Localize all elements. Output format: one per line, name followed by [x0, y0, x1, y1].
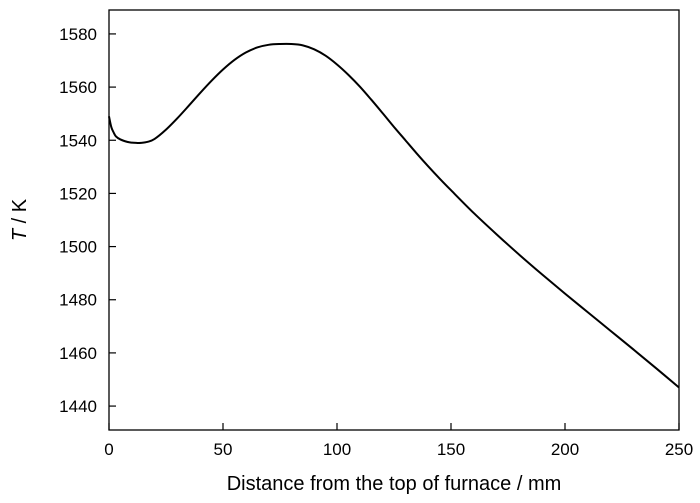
y-tick-label: 1480 [59, 291, 97, 310]
y-tick-label: 1580 [59, 25, 97, 44]
y-axis-label-unit: / K [9, 198, 31, 229]
y-tick-label: 1440 [59, 397, 97, 416]
y-axis-ticks: 1440 1460 1480 1500 1520 1540 1560 1580 [59, 25, 116, 416]
y-axis-label-variable: T [9, 227, 31, 241]
y-axis-label: T / K [9, 198, 31, 241]
x-tick-label: 50 [214, 440, 233, 459]
y-tick-label: 1460 [59, 344, 97, 363]
plot-frame [108, 9, 680, 431]
temperature-line [108, 42, 680, 389]
y-tick-label: 1560 [59, 78, 97, 97]
x-tick-label: 250 [665, 440, 693, 459]
x-axis-ticks: 0 50 100 150 200 250 [104, 423, 693, 459]
x-tick-label: 200 [551, 440, 579, 459]
y-tick-label: 1500 [59, 238, 97, 257]
y-tick-label: 1520 [59, 184, 97, 203]
x-tick-label: 100 [323, 440, 351, 459]
y-tick-label: 1540 [59, 131, 97, 150]
x-tick-label: 0 [104, 440, 113, 459]
x-tick-label: 150 [437, 440, 465, 459]
x-axis-label: Distance from the top of furnace / mm [227, 473, 562, 495]
